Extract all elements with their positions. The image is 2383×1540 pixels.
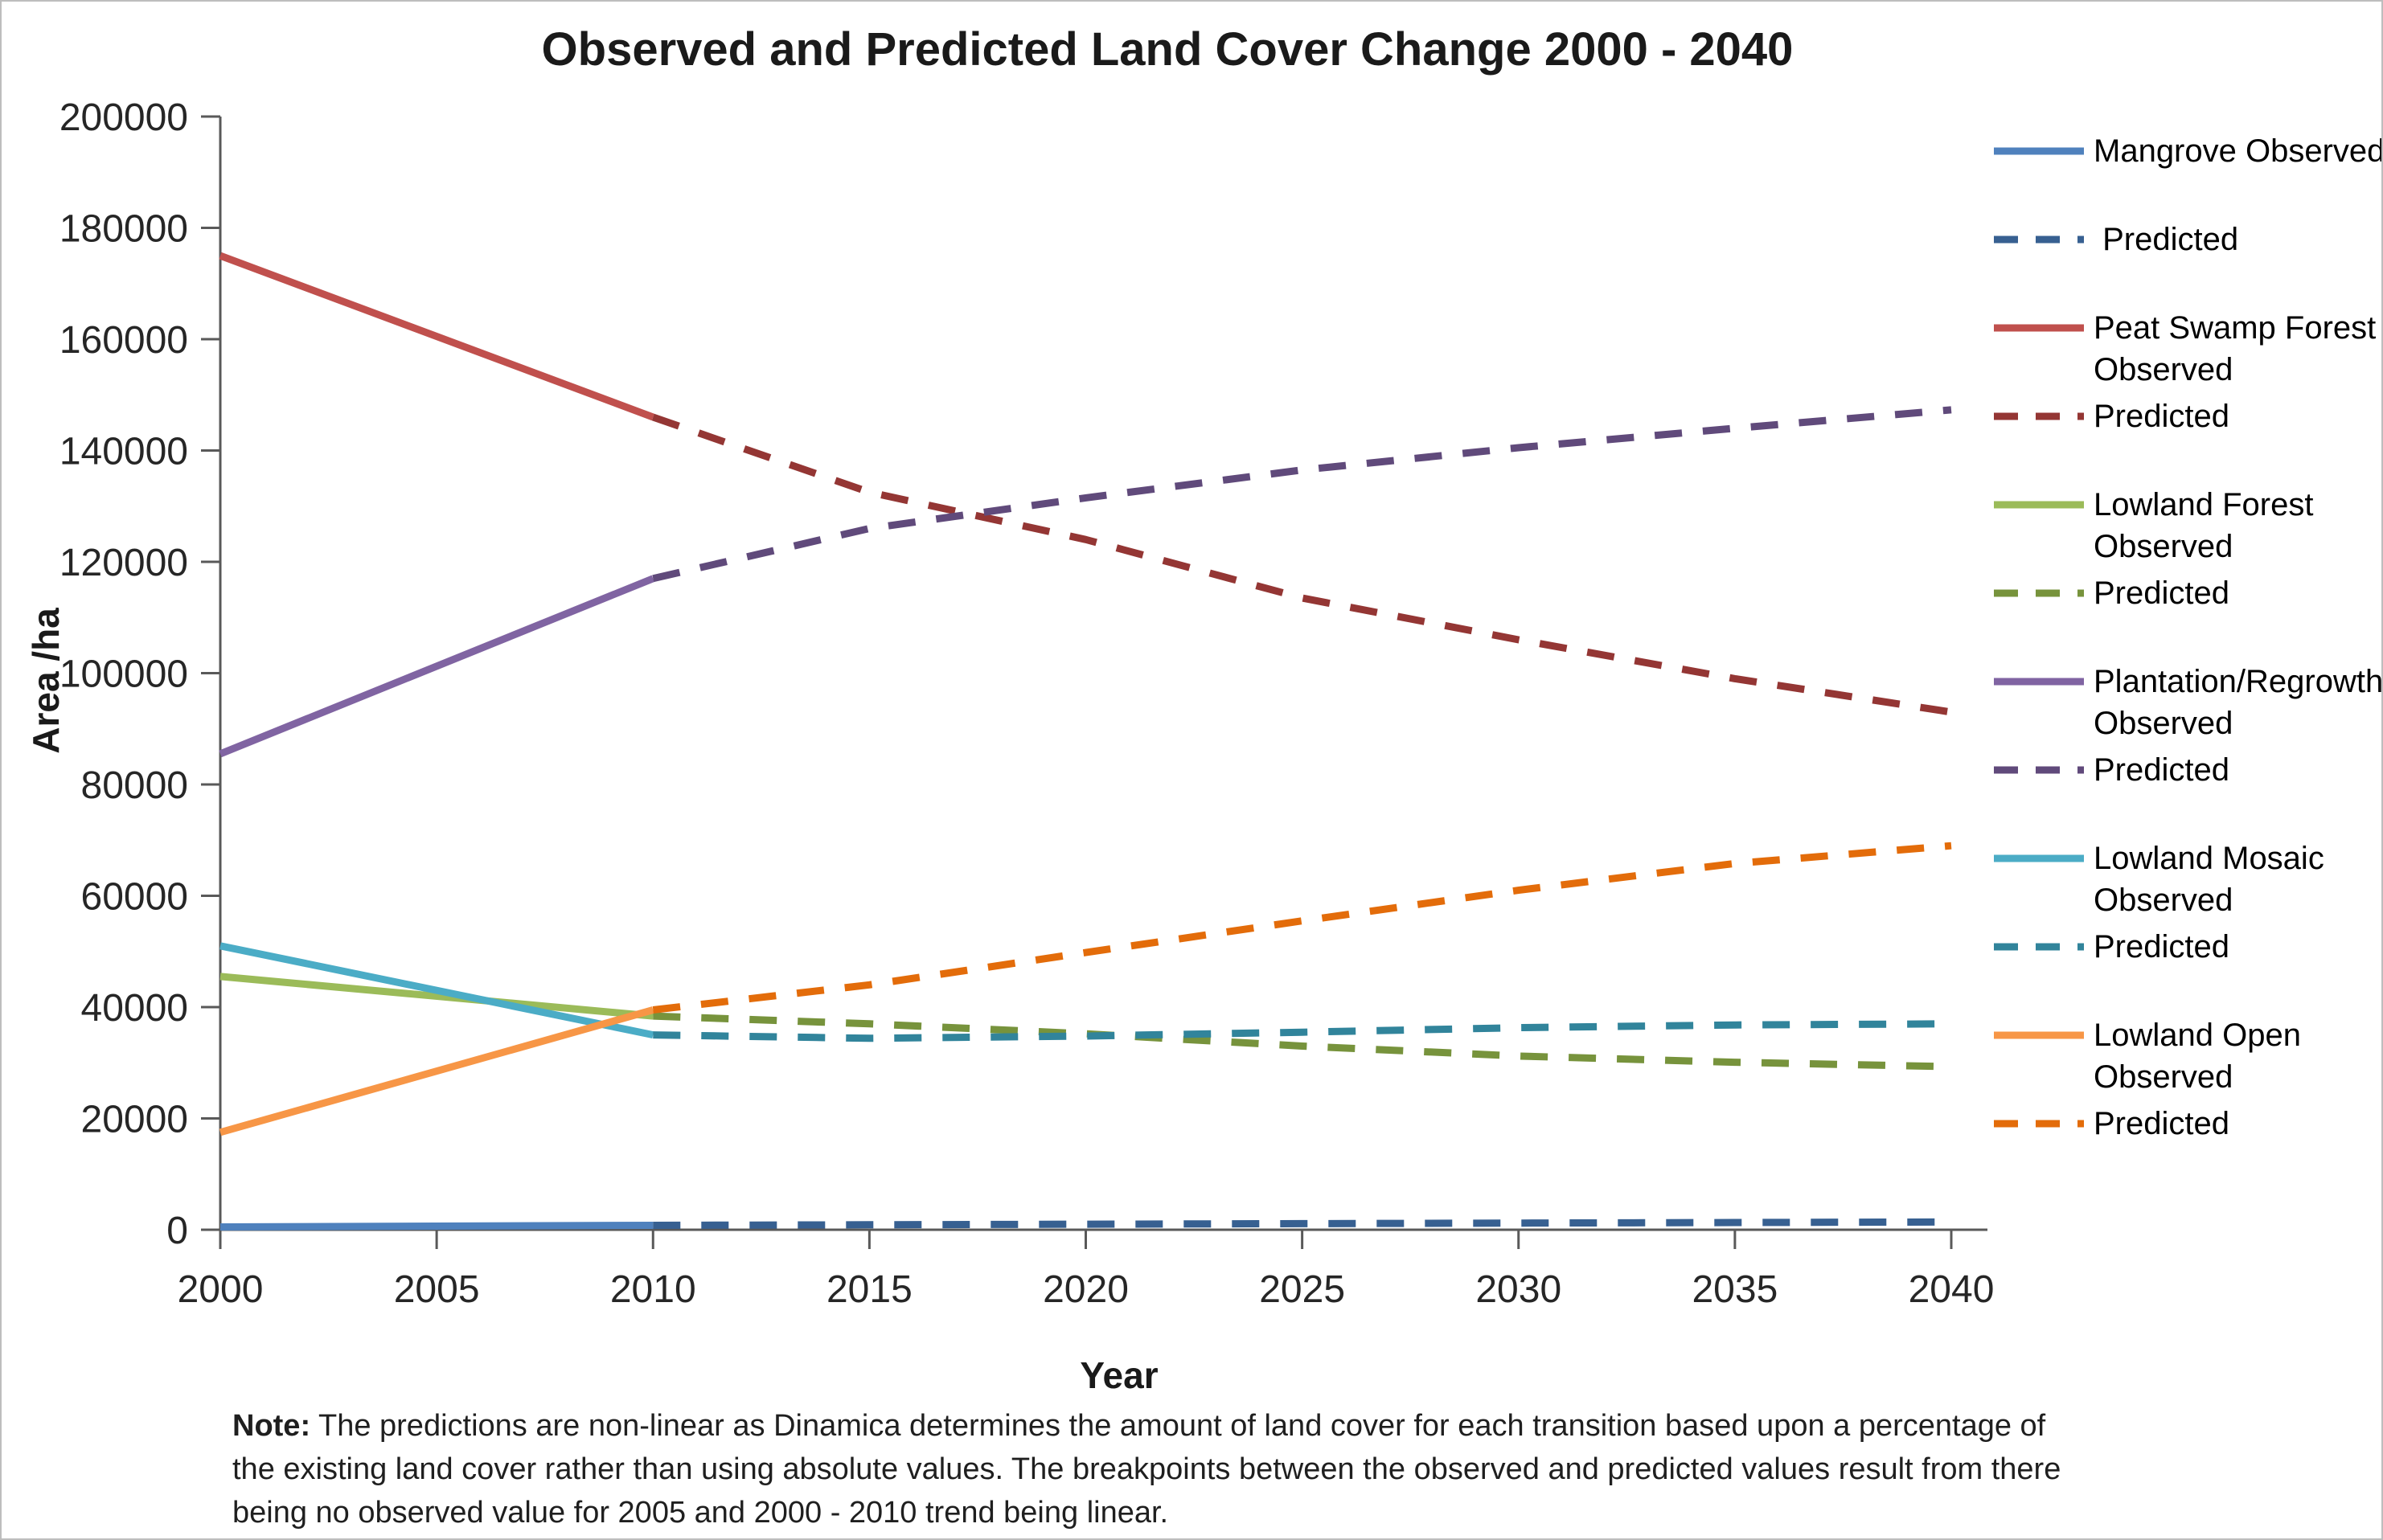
series-line-lowland-mosaic-observed — [219, 942, 654, 1039]
y-tick-label: 80000 — [81, 764, 188, 807]
x-tick-label: 2000 — [178, 1268, 264, 1311]
y-axis-title: Area /ha — [25, 608, 67, 754]
x-tick-label: 2035 — [1692, 1268, 1778, 1311]
y-tick-label: 180000 — [59, 208, 188, 251]
series-line-lowland-open-predicted — [652, 842, 1952, 1014]
x-axis-title: Year — [1080, 1354, 1159, 1396]
footnote-text: The predictions are non-linear as Dinami… — [232, 1409, 2061, 1530]
chart-title: Observed and Predicted Land Cover Change… — [541, 23, 1794, 76]
x-tick-label: 2025 — [1259, 1268, 1345, 1311]
series-line-mangrove-observed — [219, 1222, 654, 1231]
series-line-lowland-open-observed — [219, 1006, 654, 1137]
x-tick-label: 2015 — [826, 1268, 913, 1311]
series-line-lowland-forest-predicted — [653, 1012, 1952, 1071]
y-tick-label: 60000 — [81, 876, 188, 919]
x-tick-label: 2030 — [1475, 1268, 1561, 1311]
y-tick-label: 160000 — [59, 319, 188, 362]
y-tick-label: 200000 — [59, 96, 188, 139]
y-tick-label: 120000 — [59, 542, 188, 584]
y-tick-label: 100000 — [59, 653, 188, 696]
series-line-lowland-mosaic-predicted — [653, 1020, 1952, 1042]
series-line-plantation-regrowth-predicted — [652, 406, 1952, 583]
x-tick-label: 2020 — [1043, 1268, 1129, 1311]
series-line-peat-swamp-forest-predicted — [651, 413, 1952, 716]
x-tick-label: 2040 — [1909, 1268, 1995, 1311]
series-line-lowland-forest-observed — [219, 973, 654, 1020]
x-tick-label: 2005 — [394, 1268, 480, 1311]
y-tick-label: 140000 — [59, 431, 188, 473]
series-line-peat-swamp-forest-observed — [219, 252, 654, 421]
y-tick-label: 0 — [166, 1210, 188, 1252]
series-line-plantation-regrowth-observed — [219, 575, 654, 758]
series-line-mangrove-predicted — [653, 1218, 1952, 1229]
y-tick-label: 40000 — [81, 987, 188, 1030]
footnote: Note: The predictions are non-linear as … — [232, 1405, 2090, 1535]
x-tick-label: 2010 — [610, 1268, 696, 1311]
footnote-label: Note: — [232, 1409, 311, 1443]
y-tick-label: 20000 — [81, 1099, 188, 1141]
